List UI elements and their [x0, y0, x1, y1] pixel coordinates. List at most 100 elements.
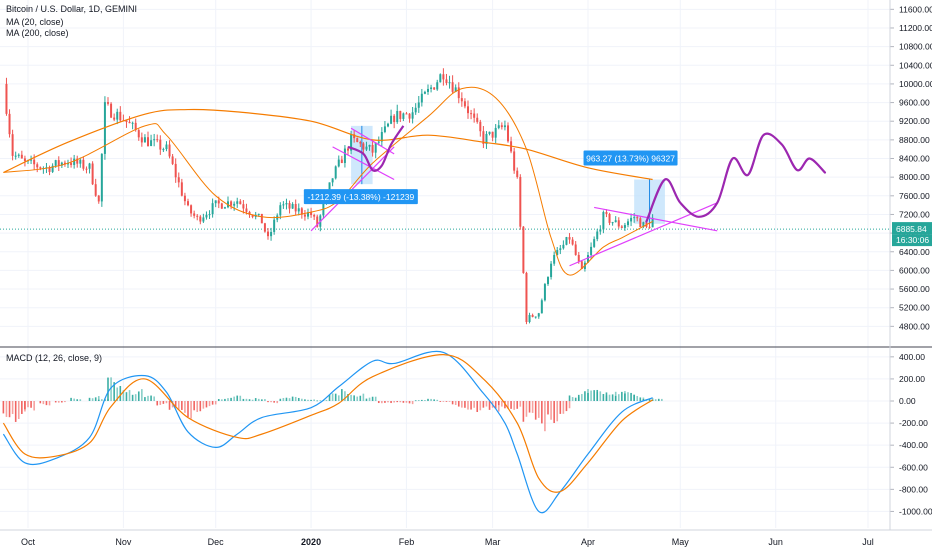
candle-body	[156, 139, 159, 141]
macd-histogram-bar	[227, 398, 229, 402]
candle-body	[88, 163, 91, 169]
candle-body	[57, 160, 60, 166]
candle-body	[617, 220, 620, 227]
price-tick-label: 6000.00	[899, 265, 930, 275]
candle-body	[543, 284, 546, 301]
macd-histogram-bar	[150, 395, 152, 402]
macd-histogram-bar	[470, 401, 472, 410]
macd-histogram-bar	[304, 399, 306, 402]
price-tick-label: 5200.00	[899, 303, 930, 313]
candle-body	[310, 212, 313, 216]
macd-histogram-bar	[159, 401, 162, 405]
macd-histogram-bar	[547, 401, 549, 415]
macd-histogram-bar	[122, 390, 125, 402]
candle-body	[196, 215, 199, 217]
macd-histogram-bar	[556, 401, 559, 422]
candle-body	[328, 182, 331, 193]
candle-body	[343, 148, 346, 164]
candle-body	[282, 204, 285, 206]
candle-body	[140, 137, 143, 143]
candle-body	[285, 203, 288, 205]
candle-body	[8, 113, 11, 135]
candle-body	[316, 216, 319, 227]
macd-histogram-bar	[587, 392, 589, 402]
candle-body	[251, 214, 254, 217]
candle-body	[199, 216, 202, 222]
macd-histogram-bar	[110, 377, 112, 402]
macd-histogram-bar	[417, 400, 420, 402]
macd-histogram-bar	[476, 401, 479, 412]
drawn-curve-jan[interactable]	[347, 125, 405, 172]
candle-body	[522, 226, 525, 273]
price-tick-label: 8800.00	[899, 135, 930, 145]
candle-body	[125, 120, 128, 123]
macd-tick-label: 200.00	[899, 374, 925, 384]
macd-histogram-bar	[261, 399, 263, 402]
macd-histogram-bar	[301, 398, 303, 402]
macd-histogram-bar	[384, 401, 386, 403]
ma20-line	[3, 86, 653, 276]
macd-histogram-bar	[497, 401, 500, 406]
candle-body	[288, 203, 291, 209]
candle-body	[393, 115, 396, 123]
macd-histogram-bar	[107, 377, 109, 402]
macd-histogram-bar	[88, 397, 91, 402]
candle-body	[525, 272, 528, 323]
macd-histogram-bar	[211, 401, 214, 405]
candle-body	[110, 103, 113, 118]
macd-histogram-bar	[248, 399, 251, 402]
candle-body	[580, 261, 583, 269]
macd-histogram-bar	[168, 401, 171, 410]
macd-histogram-bar	[125, 392, 128, 402]
candle-body	[353, 134, 356, 139]
candle-body	[442, 74, 445, 80]
macd-histogram-bar	[162, 401, 165, 404]
projection-curve[interactable]	[645, 132, 827, 223]
candle-body	[337, 159, 340, 167]
trendline[interactable]	[310, 146, 395, 232]
candle-body	[187, 201, 189, 206]
macd-histogram-bar	[614, 395, 617, 402]
macd-histogram-bar	[285, 397, 288, 402]
macd-histogram-bar	[516, 401, 519, 409]
macd-histogram-bar	[617, 394, 620, 402]
candle-body	[307, 212, 309, 217]
macd-histogram-bar	[497, 401, 500, 412]
macd-histogram-bar	[473, 401, 475, 408]
candle-body	[500, 125, 503, 128]
macd-histogram-bar	[64, 401, 66, 403]
price-tick-label: 10400.00	[899, 60, 932, 70]
candle-body	[230, 201, 233, 206]
candle-body	[150, 140, 153, 146]
trendline[interactable]	[332, 146, 395, 181]
macd-histogram-bar	[187, 401, 189, 417]
macd-tick-label: -400.00	[899, 440, 928, 450]
macd-histogram-bar	[294, 396, 297, 402]
candle-body	[217, 200, 220, 204]
macd-histogram-bar	[14, 401, 17, 422]
macd-histogram-bar	[264, 399, 266, 402]
macd-histogram-bar	[119, 386, 122, 402]
candle-body	[273, 219, 276, 232]
candle-body	[605, 212, 608, 214]
candle-body	[633, 217, 636, 219]
candle-body	[399, 110, 402, 119]
macd-histogram-bar	[319, 400, 322, 402]
candle-body	[368, 144, 371, 147]
candle-body	[528, 314, 531, 323]
candle-body	[85, 168, 88, 170]
macd-histogram-bar	[359, 395, 362, 402]
candle-body	[11, 134, 14, 156]
macd-histogram-bar	[33, 401, 35, 411]
trendline[interactable]	[594, 206, 718, 232]
macd-histogram-bar	[381, 401, 383, 404]
candle-body	[91, 163, 94, 185]
macd-histogram-bar	[596, 389, 599, 402]
candle-body	[300, 208, 303, 215]
signal-line	[2, 354, 653, 493]
candle-body	[350, 134, 353, 151]
macd-histogram-bar	[451, 401, 454, 405]
trendline[interactable]	[350, 127, 395, 155]
candle-body	[347, 148, 349, 151]
